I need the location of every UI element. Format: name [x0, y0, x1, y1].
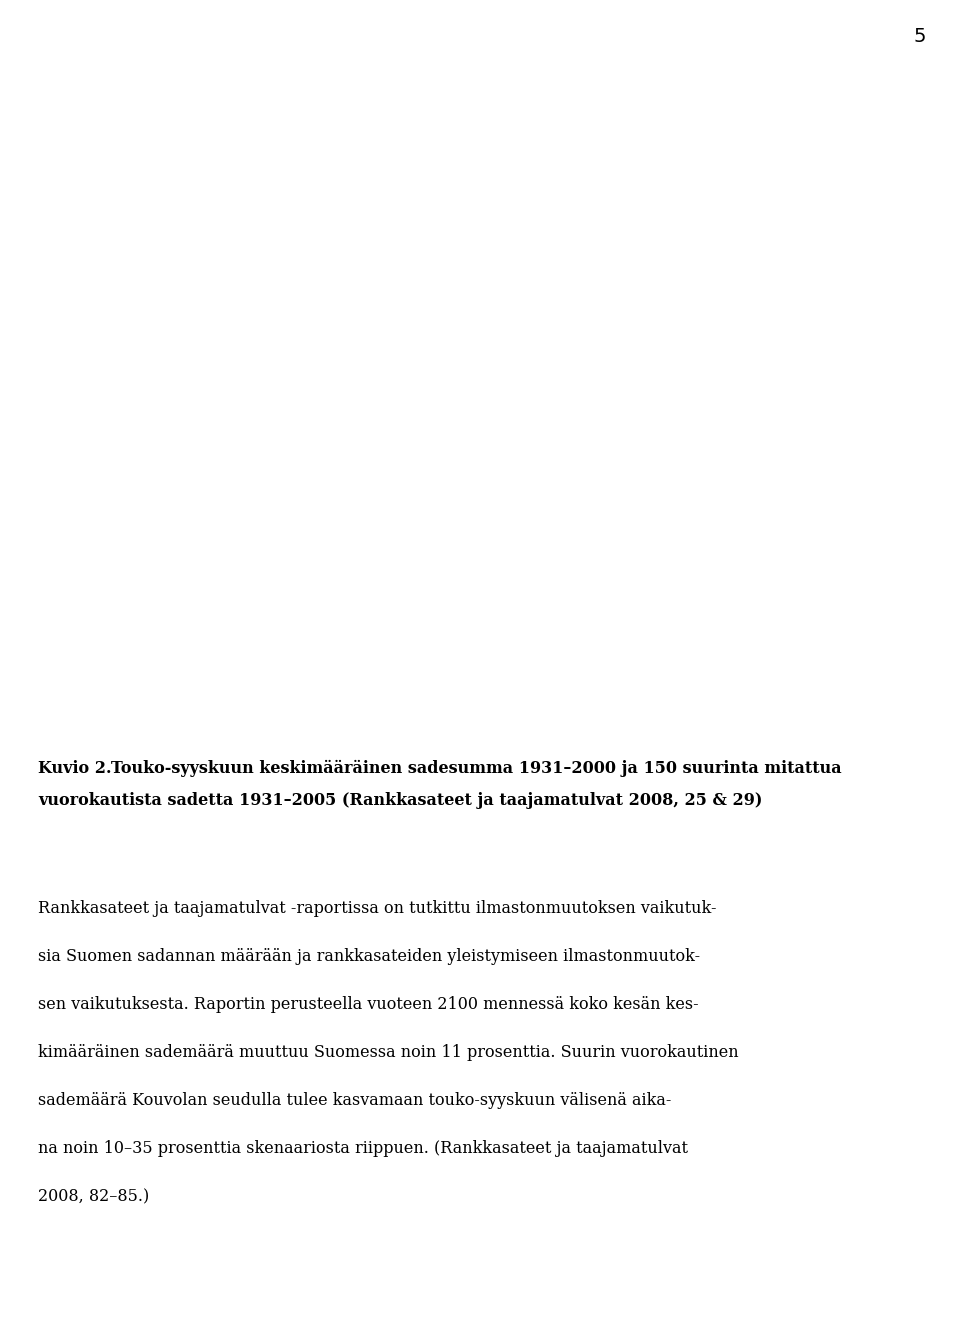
Text: na noin 10–35 prosenttia skenaariosta riippuen. (Rankkasateet ja taajamatulvat: na noin 10–35 prosenttia skenaariosta ri… — [38, 1140, 688, 1158]
Text: Rankkasateet ja taajamatulvat -raportissa on tutkittu ilmastonmuutoksen vaikutuk: Rankkasateet ja taajamatulvat -raportiss… — [38, 900, 717, 917]
Text: Kuvio 2.: Kuvio 2. — [38, 760, 112, 778]
Text: kimääräinen sademäärä muuttuu Suomessa noin 11 prosenttia. Suurin vuorokautinen: kimääräinen sademäärä muuttuu Suomessa n… — [38, 1044, 739, 1061]
Text: 5: 5 — [914, 27, 926, 46]
Text: sia Suomen sadannan määrään ja rankkasateiden yleistymiseen ilmastonmuutok-: sia Suomen sadannan määrään ja rankkasat… — [38, 948, 701, 966]
Text: Touko-syyskuun keskimääräinen sadesumma 1931–2000 ja 150 suurinta mitattua: Touko-syyskuun keskimääräinen sadesumma … — [111, 760, 842, 778]
Text: sen vaikutuksesta. Raportin perusteella vuoteen 2100 mennessä koko kesän kes-: sen vaikutuksesta. Raportin perusteella … — [38, 997, 699, 1013]
Text: sademäärä Kouvolan seudulla tulee kasvamaan touko-syyskuun välisenä aika-: sademäärä Kouvolan seudulla tulee kasvam… — [38, 1092, 672, 1109]
Text: 2008, 82–85.): 2008, 82–85.) — [38, 1189, 150, 1205]
Text: vuorokautista sadetta 1931–2005 (Rankkasateet ja taajamatulvat 2008, 25 & 29): vuorokautista sadetta 1931–2005 (Rankkas… — [38, 792, 763, 808]
